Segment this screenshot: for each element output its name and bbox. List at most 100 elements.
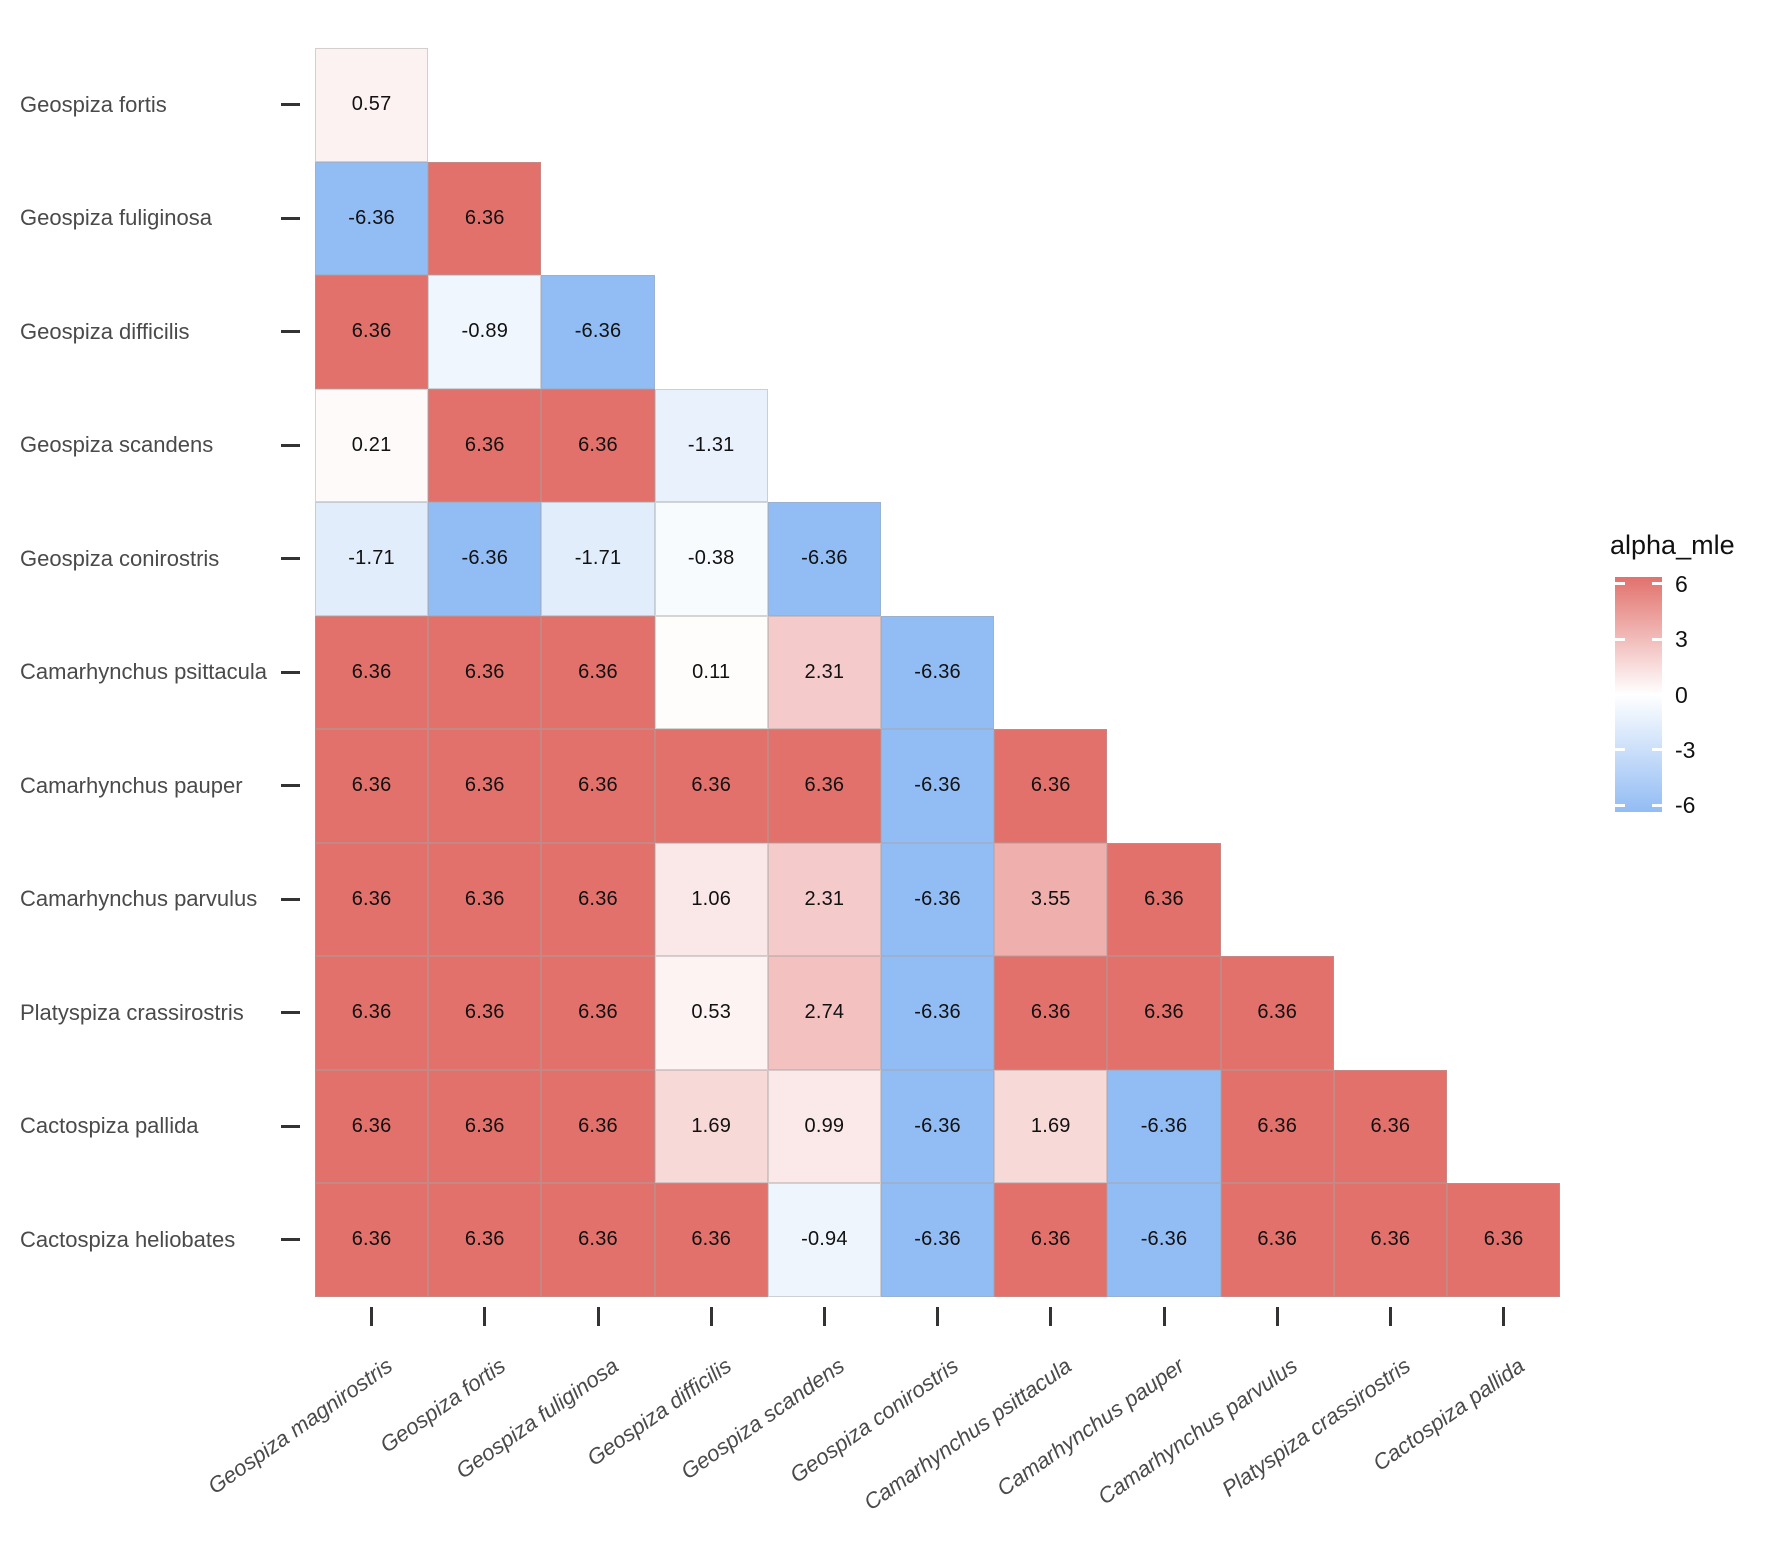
heatmap-cell: 1.06 — [654, 842, 768, 956]
heatmap-cell: -0.94 — [767, 1183, 881, 1297]
heatmap-cell: 0.57 — [315, 48, 429, 162]
heatmap-cell: 6.36 — [654, 1183, 768, 1297]
heatmap-cell: 6.36 — [1220, 1069, 1334, 1183]
cell-value: -6.36 — [914, 1001, 961, 1024]
heatmap-cell: 0.11 — [654, 615, 768, 729]
cell-value: 6.36 — [1030, 1228, 1071, 1251]
heatmap-cell: 1.69 — [654, 1069, 768, 1183]
y-tick-mark — [281, 443, 300, 447]
cell-value: 6.36 — [1144, 1001, 1184, 1024]
y-tick-mark — [281, 330, 300, 334]
y-axis-label: Geospiza fortis — [20, 91, 167, 117]
heatmap-cell: 6.36 — [428, 1183, 542, 1297]
heatmap-cell: 6.36 — [428, 1069, 542, 1183]
heatmap-cell: -0.89 — [428, 275, 542, 389]
cell-value: -6.36 — [914, 887, 961, 910]
cell-value: 6.36 — [578, 1228, 618, 1251]
y-tick-mark — [281, 1011, 300, 1015]
heatmap-cell: -6.36 — [428, 502, 542, 616]
legend-tick-notch — [1615, 803, 1625, 807]
heatmap-cell: -1.71 — [541, 502, 655, 616]
cell-value: -6.36 — [574, 320, 622, 343]
heatmap-cell: 6.36 — [654, 729, 768, 843]
cell-value: -6.36 — [914, 1228, 961, 1251]
cell-value: 6.36 — [1257, 1114, 1298, 1137]
heatmap-cell: -6.36 — [767, 502, 881, 616]
heatmap-cell: -6.36 — [881, 1183, 995, 1297]
heatmap-cell: 6.36 — [994, 956, 1108, 1070]
cell-value: 0.11 — [692, 660, 731, 683]
heatmap-cell: 6.36 — [315, 275, 429, 389]
legend-tick-notch — [1615, 693, 1625, 696]
cell-value: 6.36 — [351, 887, 392, 910]
y-axis-label: Cactospiza heliobates — [20, 1226, 236, 1252]
cell-value: 6.36 — [1370, 1228, 1411, 1251]
cell-value: 1.06 — [691, 887, 732, 910]
x-tick-mark — [1049, 1307, 1053, 1326]
heatmap-cell: -6.36 — [881, 615, 995, 729]
heatmap-cell: -6.36 — [881, 956, 995, 1070]
cell-value: -1.71 — [574, 547, 622, 570]
y-axis-label: Geospiza scandens — [20, 432, 214, 458]
cell-value: 2.31 — [804, 660, 845, 683]
heatmap-cell: 6.36 — [1220, 956, 1334, 1070]
heatmap-cell: 6.36 — [1333, 1183, 1447, 1297]
legend-tick-notch — [1652, 803, 1662, 807]
cell-value: -6.36 — [801, 547, 848, 570]
cell-value: 6.36 — [464, 887, 505, 910]
heatmap-cell: 6.36 — [994, 1183, 1108, 1297]
y-tick-mark — [281, 216, 300, 220]
heatmap-cell: 6.36 — [541, 729, 655, 843]
heatmap-cell: 6.36 — [767, 729, 881, 843]
cell-value: 2.74 — [804, 1001, 845, 1024]
heatmap-cell: -6.36 — [315, 161, 429, 275]
cell-value: 6.36 — [578, 1001, 618, 1024]
cell-value: -0.38 — [687, 547, 735, 570]
legend-tick-label: -3 — [1675, 736, 1696, 763]
x-tick-mark — [822, 1307, 826, 1326]
heatmap-cell: 6.36 — [428, 161, 542, 275]
y-axis-label: Cactospiza pallida — [20, 1113, 199, 1139]
cell-value: 1.69 — [1030, 1114, 1071, 1137]
cell-value: 6.36 — [578, 887, 618, 910]
heatmap-cell: 6.36 — [315, 956, 429, 1070]
cell-value: 6.36 — [1030, 774, 1071, 797]
heatmap-cell: 0.53 — [654, 956, 768, 1070]
x-tick-mark — [1162, 1307, 1166, 1326]
cell-value: -6.36 — [914, 774, 961, 797]
heatmap-cell: 6.36 — [1107, 842, 1221, 956]
legend-tick-label: 0 — [1675, 681, 1688, 708]
cell-value: 6.36 — [351, 660, 392, 683]
cell-value: 6.36 — [351, 320, 392, 343]
y-tick-mark — [281, 103, 300, 107]
heatmap-cell: 0.99 — [767, 1069, 881, 1183]
heatmap-cell: 1.69 — [994, 1069, 1108, 1183]
x-tick-mark — [370, 1307, 374, 1326]
y-axis-label: Geospiza fuliginosa — [20, 205, 213, 231]
heatmap-cell: -6.36 — [541, 275, 655, 389]
y-tick-mark — [281, 670, 300, 674]
y-tick-mark — [281, 1124, 300, 1128]
heatmap-cell: 6.36 — [315, 1069, 429, 1183]
cell-value: 6.36 — [578, 774, 618, 797]
y-axis-label: Camarhynchus pauper — [20, 772, 243, 798]
cell-value: 6.36 — [1144, 887, 1184, 910]
cell-value: 6.36 — [1370, 1114, 1411, 1137]
cell-value: -6.36 — [1140, 1114, 1188, 1137]
cell-value: -6.36 — [348, 206, 395, 229]
y-axis-label: Camarhynchus psittacula — [20, 659, 268, 685]
cell-value: -1.71 — [348, 547, 395, 570]
heatmap-cell: 6.36 — [541, 388, 655, 502]
cell-value: -6.36 — [1140, 1228, 1188, 1251]
heatmap-cell: -6.36 — [881, 842, 995, 956]
cell-value: 6.36 — [691, 774, 732, 797]
cell-value: 6.36 — [464, 1228, 505, 1251]
cell-value: 6.36 — [1257, 1228, 1298, 1251]
heatmap-cell: 3.55 — [994, 842, 1108, 956]
cell-value: 0.99 — [804, 1114, 845, 1137]
cell-value: -1.31 — [687, 433, 735, 456]
cell-value: 6.36 — [351, 1001, 392, 1024]
heatmap-cell: 6.36 — [541, 615, 655, 729]
cell-value: 6.36 — [578, 1114, 618, 1137]
